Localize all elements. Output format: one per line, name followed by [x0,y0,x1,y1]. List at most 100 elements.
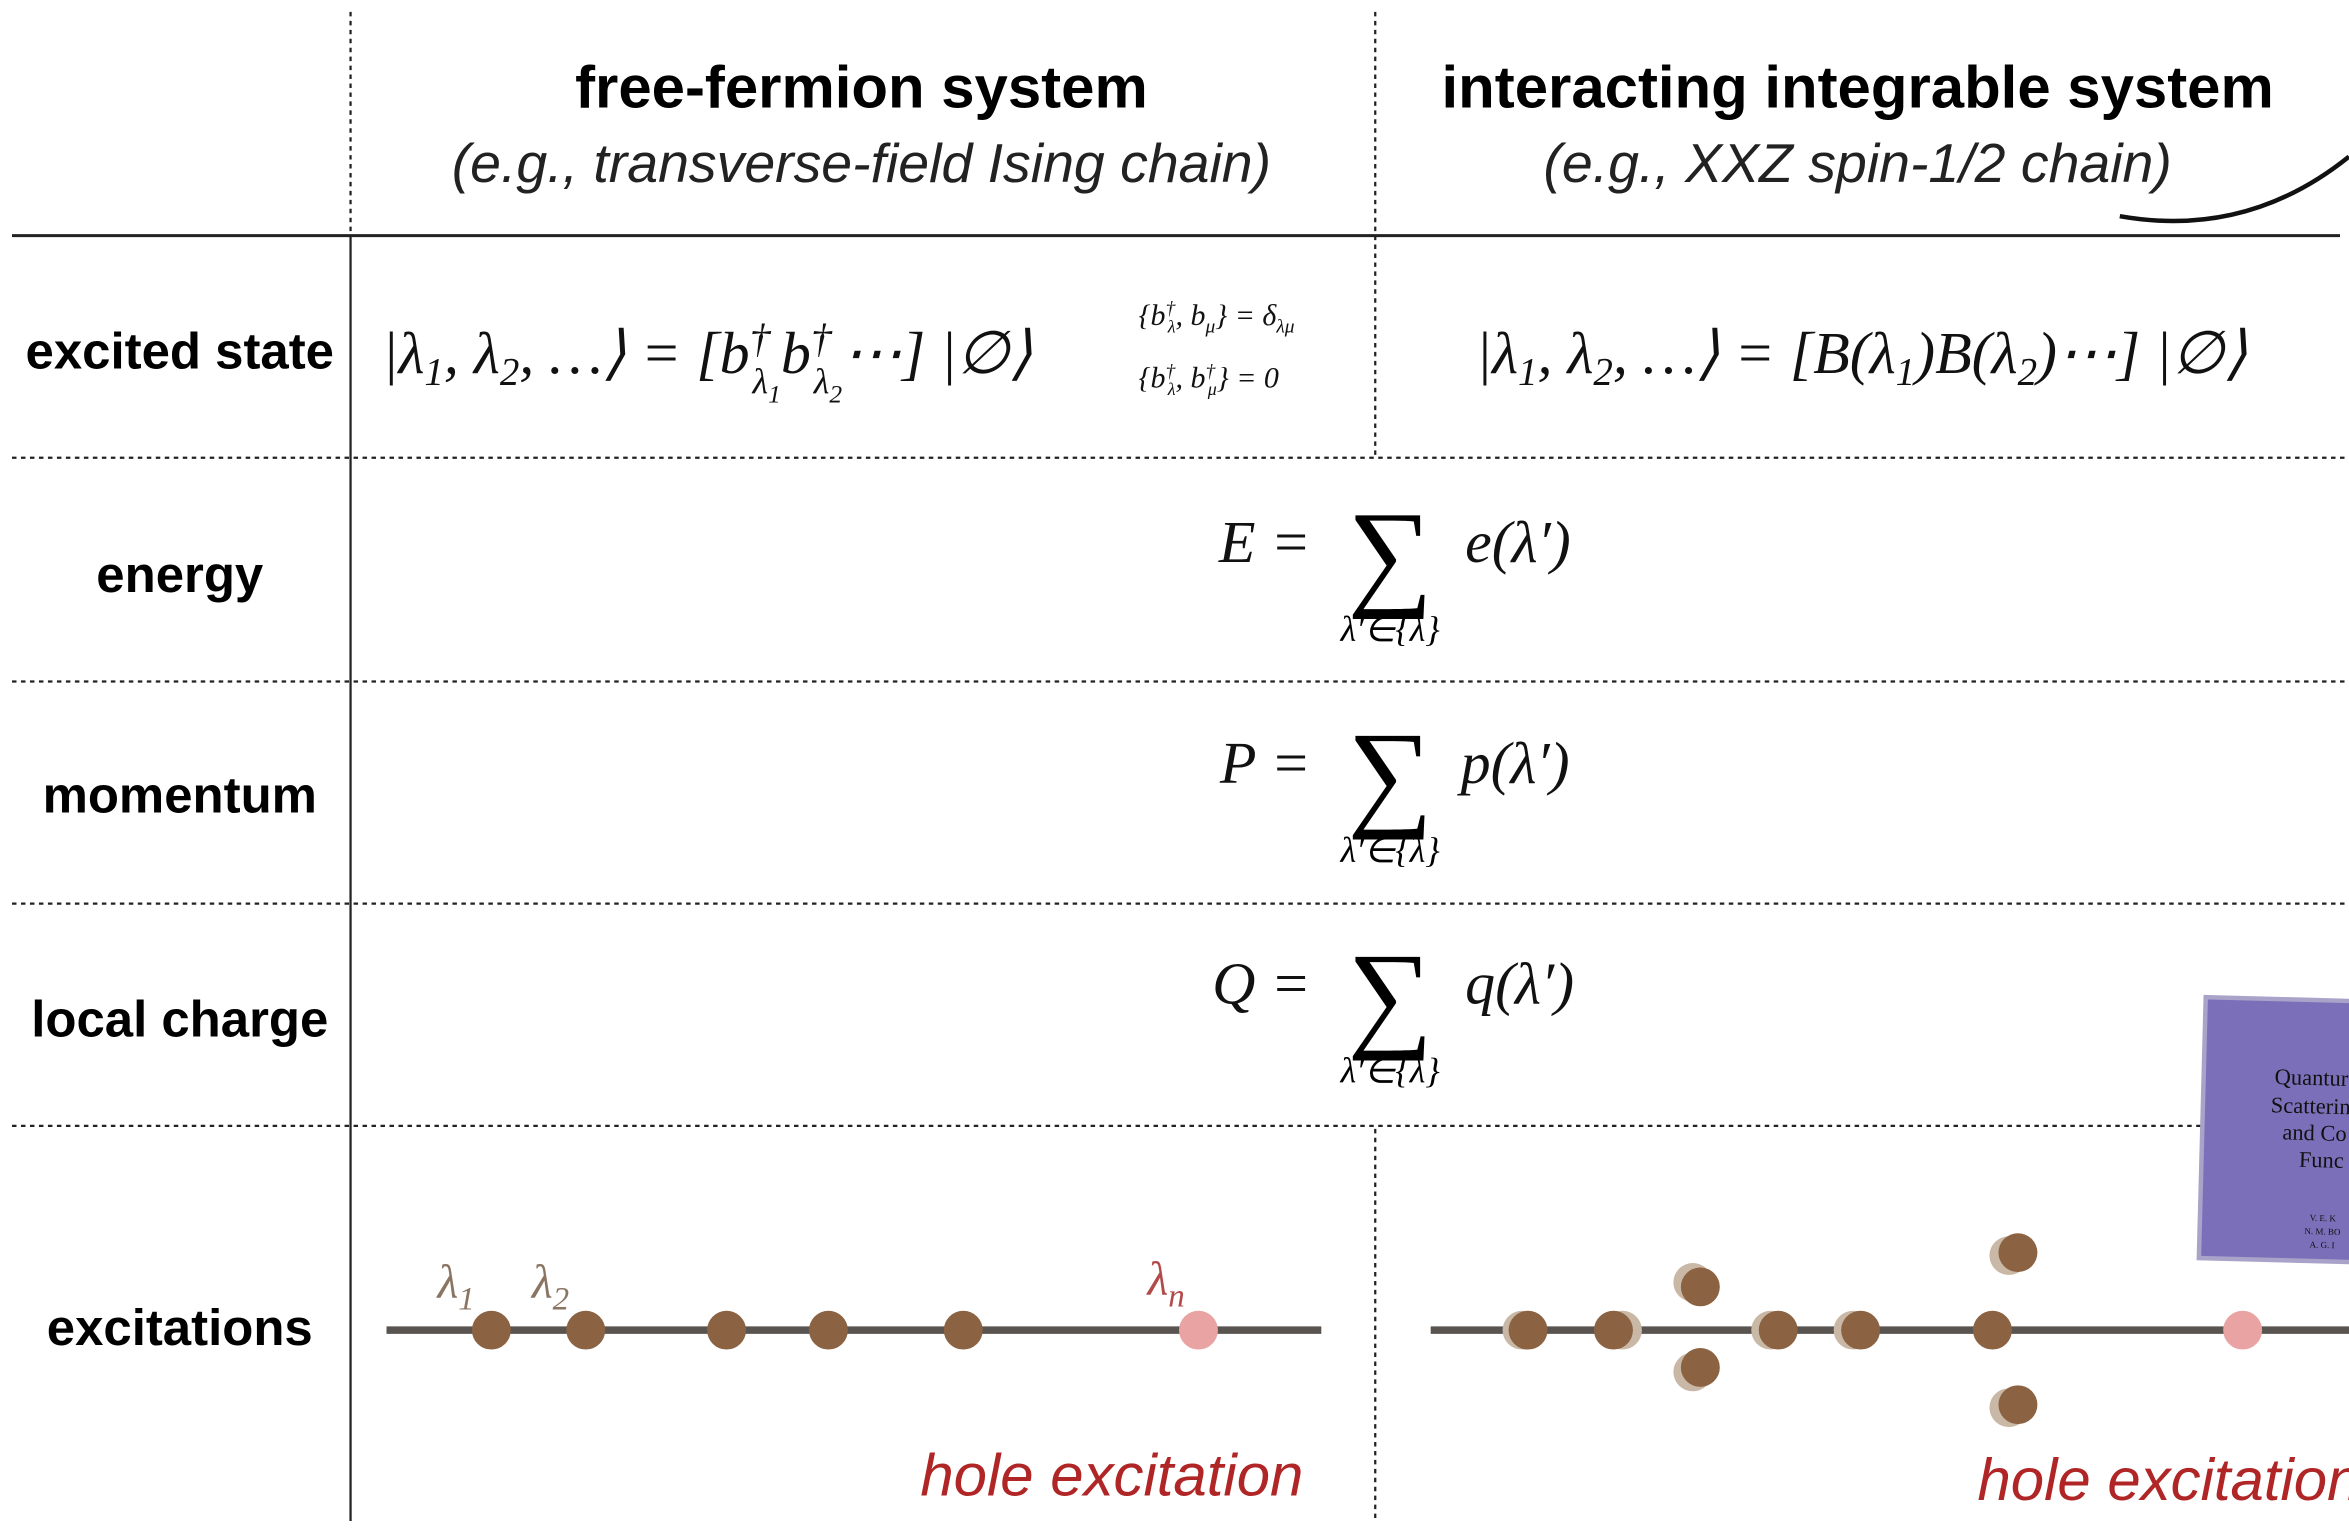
particle [943,1310,983,1350]
sum-sign: ∑ [1348,487,1433,620]
formula-part: {b [1139,362,1166,395]
formula-part: λ [1167,379,1176,399]
hole [2223,1310,2263,1350]
particle [808,1310,848,1350]
particle [566,1310,606,1350]
formula-part: λμ [1275,317,1294,338]
formula-rhs: e(λ′) [1465,509,1571,575]
formula-part: † [1165,361,1176,382]
formula-part: † [1165,299,1176,320]
sum-sign: ∑ [1348,707,1433,840]
free-particles [471,1310,1218,1350]
particle-label: λ2 [530,1255,569,1317]
formula-part: † [1205,361,1216,382]
formula-part: λ [813,362,830,402]
formula-part: 1 [424,351,443,394]
label-part: n [1168,1278,1184,1314]
hole-label: hole excitation [920,1442,1303,1509]
formula-lhs: P = [1219,730,1311,796]
formula-part: |λ [1476,320,1518,386]
formula-part: } = δ [1215,299,1277,332]
formula-part: {b [1139,299,1166,332]
formula-part: , λ [444,320,500,386]
book-text: Quantur [2274,1064,2349,1091]
hole [1178,1310,1218,1350]
book-text: A. G. I [2310,1240,2335,1251]
particle-label: λn [1146,1252,1185,1314]
particle [1998,1385,2038,1425]
formula-part: 2 [2018,351,2037,394]
formula-part: μ [1204,317,1215,338]
formula-part: , b [1176,362,1206,395]
book-text: Func [2299,1147,2345,1173]
book [2196,994,2349,1265]
sum-formula: P = ∑ λ′∈{λ} p(λ′) [1219,707,1570,869]
book-cover: Quantur Scatterin and Co Func V. E. K N.… [2196,994,2349,1265]
particle [1593,1310,1633,1350]
formula-part: , b [1176,299,1206,332]
formula: {b† λ, bμ} = δλμ [1139,299,1295,338]
column-title: interacting integrable system [1442,53,2274,120]
formula-part: ⋯] |∅⟩ [842,320,1032,386]
formula: |λ1, λ2, …⟩ = [b† λ1b† λ2⋯] |∅⟩ [382,316,1032,409]
label-part: 2 [553,1281,569,1317]
formula-part: |λ [382,320,424,386]
formula-part: λ [1167,317,1176,337]
sum-index: λ′∈{λ} [1340,830,1441,870]
book-text: and Co [2282,1119,2347,1146]
hole-label: hole excitation [1977,1446,2349,1513]
particle [707,1310,747,1350]
formula-part: } = 0 [1217,362,1279,395]
formula-part: 2 [500,351,519,394]
formula-part: 1 [1518,351,1537,394]
formula-part: 1 [768,381,781,409]
particle [1998,1233,2038,1273]
formula: {b† λ, b† μ} = 0 [1139,361,1279,399]
label-part: λ [1146,1252,1169,1305]
formula-part: λ [752,362,769,402]
formula-part: 1 [1896,351,1915,394]
sum-formula: E = ∑ λ′∈{λ} e(λ′) [1218,487,1571,649]
sum-formula: Q = ∑ λ′∈{λ} q(λ′) [1212,928,1574,1090]
particle [1508,1310,1548,1350]
formula-part: , λ [1538,320,1594,386]
formula-part: b [781,320,811,386]
particle-label: λ1 [435,1255,474,1317]
formula-part: , …⟩ = [b [519,320,749,386]
formula-part: † [811,316,833,362]
label-part: λ [530,1255,553,1308]
formula-lhs: E = [1218,509,1311,575]
formula-rhs: p(λ′) [1457,730,1570,796]
column-example: (e.g., XXZ spin-1/2 chain) [1543,132,2171,194]
label-part: λ [435,1255,458,1308]
book-text: V. E. K [2310,1213,2337,1224]
column-example: (e.g., transverse-field Ising chain) [452,132,1271,194]
particle [1841,1310,1881,1350]
particle [1680,1348,1720,1387]
particle [1972,1310,2012,1350]
formula-part: 2 [829,381,842,409]
formula-part: μ [1207,379,1217,399]
row-label: momentum [43,767,317,824]
arc [2119,154,2349,224]
formula-part: )⋯] |∅⟩ [2034,320,2247,386]
sum-index: λ′∈{λ} [1340,609,1441,649]
formula-part: , …⟩ = [B(λ [1613,320,1896,386]
particle [471,1310,511,1350]
book-text: N. M. BO [2304,1226,2341,1237]
row-label: excited state [26,322,334,379]
row-label: energy [96,546,263,603]
formula: |λ1, λ2, …⟩ = [B(λ1)B(λ2)⋯] |∅⟩ [1476,320,2248,394]
formula-part: † [750,316,772,362]
column-title: free-fermion system [575,53,1148,120]
sum-index: λ′∈{λ} [1340,1051,1441,1091]
sum-sign: ∑ [1348,928,1433,1061]
particle [1680,1267,1720,1307]
formula-rhs: q(λ′) [1465,951,1574,1017]
particle [1758,1310,1798,1350]
label-part: 1 [458,1281,474,1317]
formula-part: )B(λ [1912,320,2017,386]
formula-lhs: Q = [1212,951,1311,1017]
